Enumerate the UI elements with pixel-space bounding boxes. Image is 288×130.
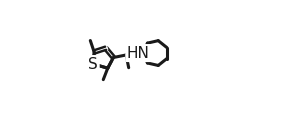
- Text: HN: HN: [127, 46, 150, 61]
- Text: S: S: [88, 57, 98, 72]
